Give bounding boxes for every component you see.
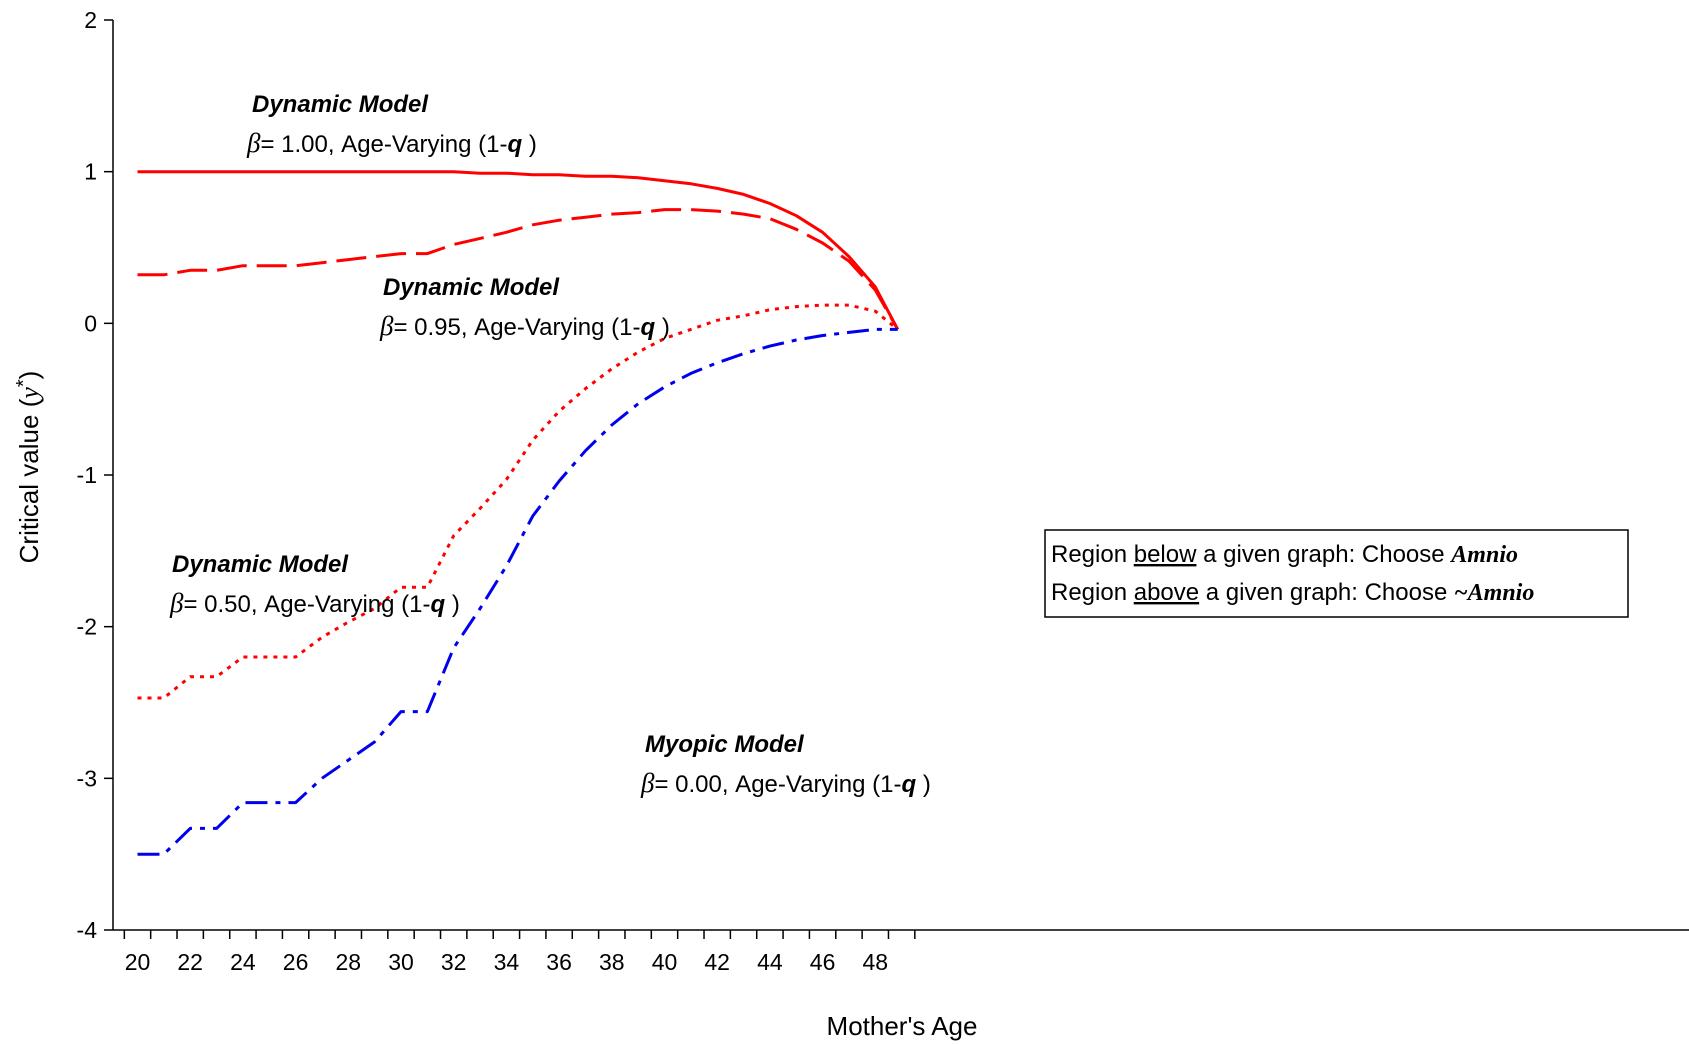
y-tick-label: -3 xyxy=(77,765,97,791)
x-tick-label: 22 xyxy=(177,949,203,975)
y-tick-label: 2 xyxy=(84,7,97,33)
annotation-formula: β= 1.00, Age-Varying (1-q ) xyxy=(246,128,537,158)
series-line-b050 xyxy=(137,303,899,700)
x-tick-label: 20 xyxy=(125,949,151,975)
x-tick-label: 26 xyxy=(283,949,309,975)
x-tick-label: 48 xyxy=(863,949,889,975)
x-tick-label: 42 xyxy=(704,949,730,975)
x-tick-label: 24 xyxy=(230,949,256,975)
y-tick-label: 0 xyxy=(84,310,97,336)
region-note: Region below a given graph: Choose Amnio… xyxy=(1044,529,1629,618)
annotation-title: Dynamic Model xyxy=(252,91,429,118)
x-tick-label: 46 xyxy=(810,949,836,975)
x-tick-label: 38 xyxy=(599,949,625,975)
x-tick-label: 28 xyxy=(336,949,362,975)
annotation-beta-095: Dynamic Model β= 0.95, Age-Varying (1-q … xyxy=(379,274,670,341)
x-tick-label: 44 xyxy=(757,949,783,975)
series-line-b000 xyxy=(137,327,898,856)
region-note-line-above: Region above a given graph: Choose ~Amni… xyxy=(1051,579,1534,606)
y-tick-label: -4 xyxy=(77,917,98,943)
y-tick-label: -1 xyxy=(77,462,97,488)
x-tick-label: 32 xyxy=(441,949,467,975)
annotation-formula: β= 0.95, Age-Varying (1-q ) xyxy=(379,311,670,341)
annotation-beta-100: Dynamic Model β= 1.00, Age-Varying (1-q … xyxy=(246,91,537,158)
series-line-b095 xyxy=(137,208,900,331)
y-axis-title: Critical value (y*) xyxy=(13,371,44,564)
region-note-box xyxy=(1044,529,1629,618)
axes: -4 -3 -2 -1 0 1 2 20 22 24 26 28 30 32 34 36 38 40 42 44 46 4… xyxy=(77,7,1689,975)
annotation-formula: β= 0.00, Age-Varying (1-q ) xyxy=(640,768,931,798)
annotation-title: Dynamic Model xyxy=(172,551,349,578)
y-tick-label: -2 xyxy=(77,614,97,640)
annotation-title: Myopic Model xyxy=(645,731,805,758)
annotation-formula: β= 0.50, Age-Varying (1-q ) xyxy=(169,588,460,618)
series-group xyxy=(137,170,900,856)
series-line-b100 xyxy=(137,170,900,331)
region-note-line-below: Region below a given graph: Choose Amnio xyxy=(1051,541,1518,568)
annotation-beta-050: Dynamic Model β= 0.50, Age-Varying (1-q … xyxy=(169,551,460,618)
annotation-title: Dynamic Model xyxy=(383,274,560,301)
x-tick-label: 40 xyxy=(652,949,678,975)
annotation-beta-000: Myopic Model β= 0.00, Age-Varying (1-q ) xyxy=(640,731,931,798)
x-tick-label: 36 xyxy=(546,949,572,975)
y-tick-label: 1 xyxy=(84,159,97,185)
x-axis-title: Mother's Age xyxy=(827,1011,978,1041)
x-tick-label: 30 xyxy=(388,949,414,975)
x-tick-label: 34 xyxy=(494,949,520,975)
